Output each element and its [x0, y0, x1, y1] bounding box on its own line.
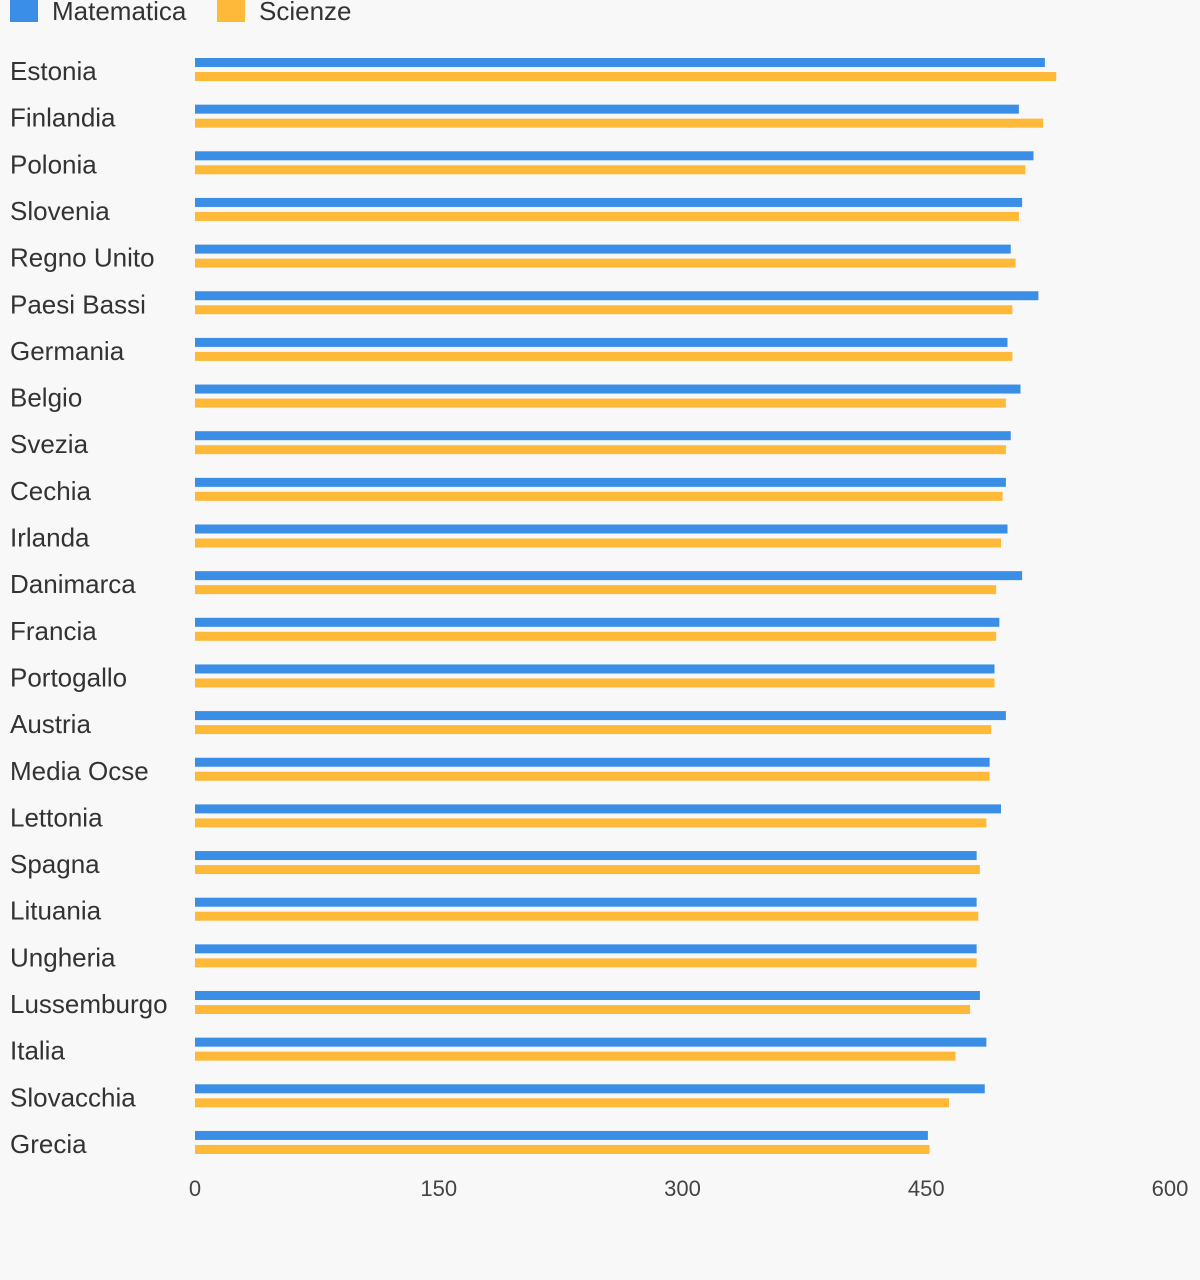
category-label-italia: Italia: [10, 1036, 65, 1066]
category-label-lettonia: Lettonia: [10, 802, 103, 832]
bar-matematica-media-ocse: [195, 757, 990, 767]
bar-matematica-polonia: [195, 151, 1034, 161]
bar-matematica-lituania: [195, 897, 977, 907]
x-tick-label-600: 600: [1152, 1176, 1189, 1201]
plot-area: Estonia Finlandia Polonia Slovenia Regno Uni…: [10, 56, 1057, 1159]
category-label-danimarca: Danimarca: [10, 569, 136, 599]
bar-scienze-polonia: [195, 165, 1026, 175]
bar-matematica-belgio: [195, 384, 1021, 394]
category-label-portogallo: Portogallo: [10, 662, 127, 692]
x-axis: 0 150 300 450 600: [189, 1176, 1188, 1201]
x-tick-label-450: 450: [908, 1176, 945, 1201]
bar-scienze-germania: [195, 351, 1013, 361]
bar-scienze-spagna: [195, 865, 980, 875]
bar-matematica-paesi-bassi: [195, 291, 1039, 301]
category-label-media-ocse: Media Ocse: [10, 756, 149, 786]
category-label-germania: Germania: [10, 336, 125, 366]
category-label-slovenia: Slovenia: [10, 196, 110, 226]
category-label-slovacchia: Slovacchia: [10, 1082, 136, 1112]
category-label-svezia: Svezia: [10, 429, 89, 459]
bar-scienze-belgio: [195, 398, 1006, 408]
bar-matematica-germania: [195, 337, 1008, 347]
legend-label-scienze: Scienze: [259, 0, 352, 26]
bar-scienze-ungheria: [195, 958, 977, 968]
bar-matematica-ungheria: [195, 944, 977, 954]
bar-scienze-lituania: [195, 911, 979, 921]
bar-matematica-slovacchia: [195, 1084, 985, 1094]
x-tick-label-0: 0: [189, 1176, 201, 1201]
bar-scienze-finlandia: [195, 118, 1044, 128]
bar-matematica-danimarca: [195, 571, 1023, 581]
legend-swatch-scienze: [217, 0, 245, 22]
legend: Matematica Scienze: [10, 0, 352, 26]
bar-scienze-estonia: [195, 72, 1057, 81]
bar-matematica-austria: [195, 711, 1006, 721]
category-label-austria: Austria: [10, 709, 91, 739]
bar-matematica-slovenia: [195, 197, 1023, 207]
x-tick-label-150: 150: [420, 1176, 457, 1201]
bar-scienze-lettonia: [195, 818, 987, 828]
bar-scienze-austria: [195, 725, 992, 735]
category-label-francia: Francia: [10, 616, 97, 646]
bar-scienze-paesi-bassi: [195, 305, 1013, 315]
bar-scienze-regno-unito: [195, 258, 1016, 268]
legend-swatch-matematica: [10, 0, 38, 22]
category-label-spagna: Spagna: [10, 849, 100, 879]
bar-matematica-estonia: [195, 58, 1045, 67]
bar-matematica-spagna: [195, 851, 977, 861]
bar-matematica-finlandia: [195, 104, 1019, 114]
category-label-lituania: Lituania: [10, 896, 102, 926]
legend-label-matematica: Matematica: [52, 0, 187, 26]
category-label-estonia: Estonia: [10, 56, 97, 86]
category-label-belgio: Belgio: [10, 383, 82, 413]
category-label-polonia: Polonia: [10, 149, 97, 179]
bar-matematica-lussemburgo: [195, 991, 980, 1000]
bar-scienze-slovenia: [195, 211, 1019, 221]
bar-scienze-francia: [195, 631, 997, 641]
category-label-paesi-bassi: Paesi Bassi: [10, 289, 146, 319]
bar-scienze-portogallo: [195, 678, 995, 688]
bar-matematica-italia: [195, 1037, 987, 1047]
bar-matematica-irlanda: [195, 524, 1008, 534]
bar-scienze-italia: [195, 1051, 956, 1061]
category-label-irlanda: Irlanda: [10, 523, 90, 553]
bar-matematica-cechia: [195, 477, 1006, 487]
bar-scienze-danimarca: [195, 585, 997, 595]
category-label-regno-unito: Regno Unito: [10, 243, 155, 273]
bar-matematica-lettonia: [195, 804, 1001, 814]
bar-scienze-slovacchia: [195, 1098, 949, 1108]
x-tick-label-300: 300: [664, 1176, 701, 1201]
bar-matematica-francia: [195, 617, 1000, 627]
category-label-ungheria: Ungheria: [10, 942, 116, 972]
bar-matematica-grecia: [195, 1130, 928, 1140]
bar-scienze-cechia: [195, 491, 1003, 501]
category-label-finlandia: Finlandia: [10, 103, 116, 133]
category-label-grecia: Grecia: [10, 1129, 87, 1159]
category-label-lussemburgo: Lussemburgo: [10, 989, 168, 1019]
bar-matematica-svezia: [195, 431, 1011, 441]
bar-scienze-svezia: [195, 445, 1006, 455]
bar-scienze-media-ocse: [195, 771, 990, 781]
bar-matematica-regno-unito: [195, 244, 1011, 254]
bar-matematica-portogallo: [195, 664, 995, 674]
bar-scienze-grecia: [195, 1144, 930, 1154]
bar-scienze-lussemburgo: [195, 1005, 971, 1014]
category-label-cechia: Cechia: [10, 476, 91, 506]
bar-scienze-irlanda: [195, 538, 1001, 548]
